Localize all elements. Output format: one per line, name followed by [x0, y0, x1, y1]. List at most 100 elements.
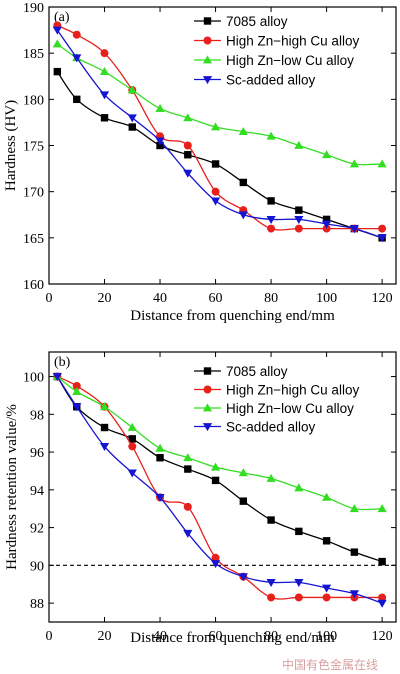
- x-tick-label: 120: [372, 291, 393, 306]
- y-tick-label: 160: [23, 278, 44, 293]
- legend-label: Sc-added alloy: [226, 73, 316, 88]
- data-point: [295, 527, 303, 536]
- data-point: [294, 578, 304, 587]
- data-point: [128, 123, 136, 131]
- data-point: [72, 403, 82, 412]
- data-point: [294, 483, 304, 492]
- data-point: [322, 220, 332, 229]
- data-point: [211, 553, 220, 562]
- panel-label: (a): [54, 10, 70, 25]
- y-tick-label: 88: [30, 597, 44, 612]
- data-point: [266, 131, 276, 140]
- data-point: [155, 137, 165, 146]
- data-point: [378, 593, 387, 602]
- y-tick-label: 90: [30, 559, 44, 574]
- data-point: [155, 493, 165, 502]
- legend-marker: [203, 367, 212, 375]
- y-tick-label: 175: [23, 140, 44, 155]
- x-tick-label: 60: [209, 629, 223, 644]
- legend-label: High Zn−high Cu alloy: [226, 383, 359, 398]
- data-point: [72, 381, 81, 390]
- series-4: [52, 373, 387, 608]
- series-3: [52, 371, 387, 513]
- legend-label: High Zn−low Cu alloy: [226, 401, 354, 416]
- data-point: [294, 140, 304, 149]
- legend-marker: [203, 385, 212, 394]
- data-point: [99, 402, 110, 411]
- chart-panel-1: 0 20 40 60 80 100 120 160 165 170 175 180 185 190 Dist…: [3, 1, 397, 324]
- data-point: [184, 151, 192, 159]
- data-point: [211, 476, 220, 485]
- data-point: [267, 516, 275, 524]
- data-point: [266, 473, 276, 482]
- data-point: [349, 159, 359, 168]
- data-point: [155, 103, 165, 112]
- data-point: [377, 599, 387, 608]
- data-point: [350, 548, 359, 556]
- data-point: [210, 560, 221, 569]
- x-tick-label: 60: [209, 291, 223, 306]
- data-point: [239, 178, 248, 187]
- data-point: [211, 187, 220, 196]
- data-point: [211, 160, 220, 168]
- data-point: [266, 215, 276, 224]
- legend-label: High Zn−low Cu alloy: [226, 53, 354, 68]
- y-tick-label: 100: [23, 371, 44, 386]
- x-tick-label: 40: [153, 629, 167, 644]
- data-point: [322, 584, 332, 593]
- data-point: [52, 39, 62, 48]
- data-point: [100, 114, 109, 122]
- y-tick-label: 92: [30, 522, 44, 537]
- plot-frame: [48, 6, 397, 285]
- data-point: [53, 67, 62, 76]
- data-point: [267, 593, 276, 602]
- legend-marker: [202, 76, 213, 85]
- data-point: [378, 224, 387, 233]
- series-3: [52, 39, 387, 168]
- data-point: [100, 423, 109, 432]
- data-point: [183, 529, 193, 538]
- watermark: 中国有色金属在线: [282, 657, 378, 672]
- x-tick-label: 120: [372, 629, 393, 644]
- data-point: [294, 593, 303, 602]
- x-axis-title: Distance from quenching end/mm: [130, 630, 335, 646]
- legend-marker: [203, 36, 212, 45]
- data-point: [73, 95, 81, 104]
- data-point: [127, 469, 137, 478]
- legend-marker: [202, 403, 213, 412]
- data-point: [238, 573, 248, 582]
- data-point: [266, 578, 276, 587]
- x-tick-label: 20: [98, 629, 112, 644]
- data-point: [99, 91, 110, 100]
- y-tick-label: 190: [23, 1, 44, 16]
- y-axis-title: Hardness retention value/%: [4, 404, 20, 570]
- data-point: [377, 504, 387, 513]
- data-point: [127, 85, 137, 94]
- data-point: [322, 492, 332, 501]
- data-point: [239, 497, 248, 505]
- data-point: [238, 468, 248, 477]
- data-point: [295, 206, 303, 214]
- data-point: [99, 443, 110, 452]
- data-point: [349, 504, 359, 513]
- data-point: [210, 122, 221, 131]
- data-point: [183, 453, 193, 462]
- y-tick-label: 185: [23, 47, 44, 62]
- data-point: [210, 462, 221, 471]
- legend-marker: [202, 423, 213, 432]
- data-point: [156, 141, 164, 150]
- x-tick-label: 40: [153, 291, 167, 306]
- data-point: [322, 593, 331, 602]
- data-point: [183, 141, 192, 150]
- y-tick-label: 170: [23, 186, 44, 201]
- x-tick-label: 20: [98, 291, 112, 306]
- data-point: [322, 150, 332, 159]
- data-point: [52, 373, 62, 382]
- data-point: [155, 443, 165, 452]
- x-tick-label: 80: [264, 629, 278, 644]
- data-point: [349, 225, 359, 234]
- x-tick-label: 100: [316, 629, 337, 644]
- y-tick-label: 94: [30, 484, 44, 499]
- data-point: [100, 49, 109, 58]
